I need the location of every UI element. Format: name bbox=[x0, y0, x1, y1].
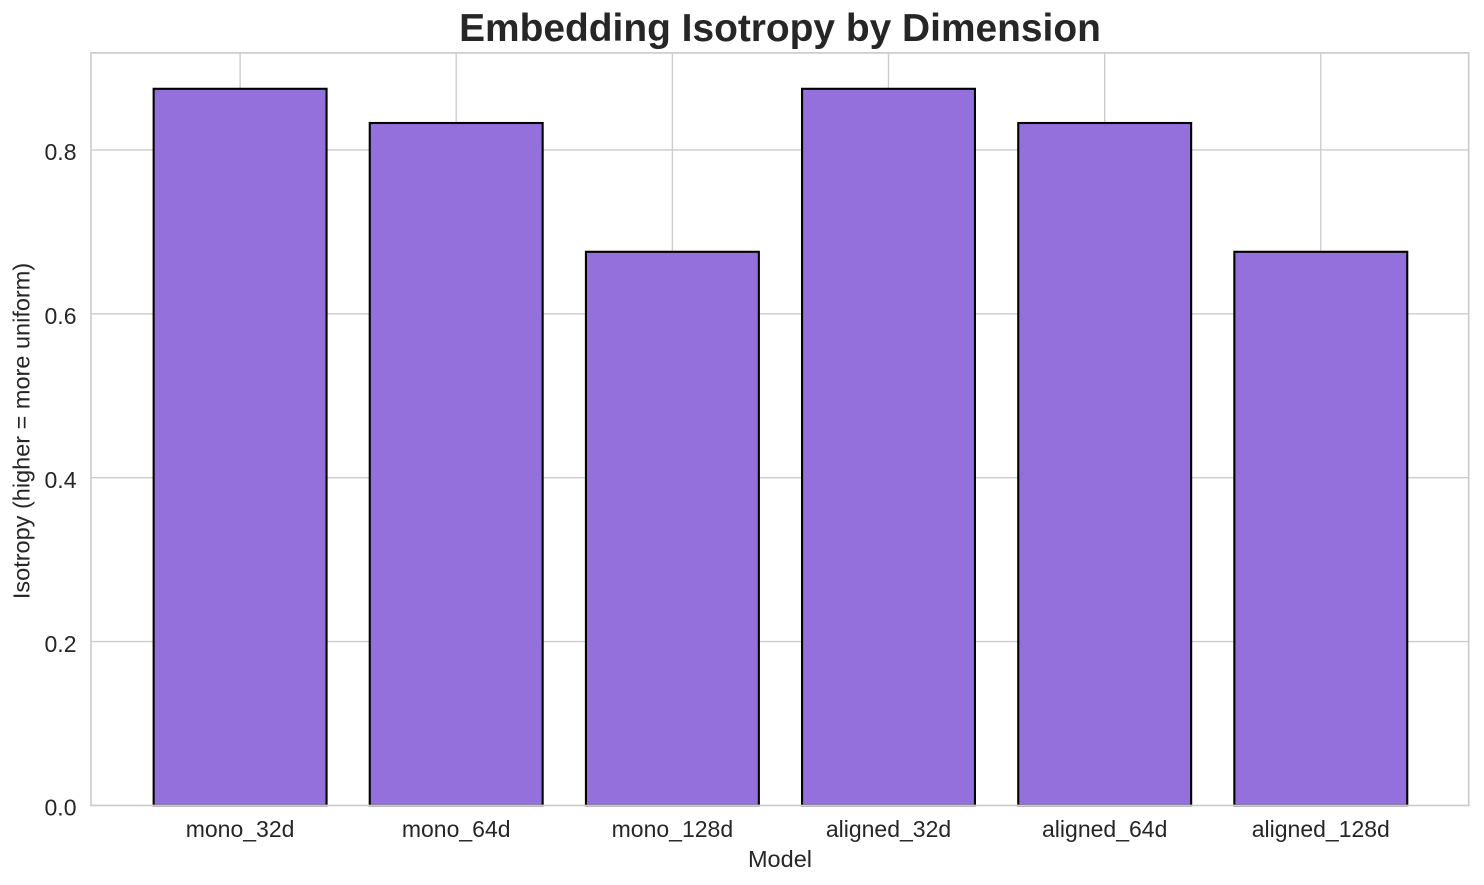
svg-text:0.2: 0.2 bbox=[45, 631, 77, 657]
svg-text:aligned_64d: aligned_64d bbox=[1042, 816, 1167, 842]
svg-text:0.6: 0.6 bbox=[45, 303, 77, 329]
svg-text:Embedding Isotropy by Dimensio: Embedding Isotropy by Dimension bbox=[459, 7, 1101, 50]
svg-text:mono_64d: mono_64d bbox=[402, 816, 511, 842]
svg-text:0.0: 0.0 bbox=[45, 795, 77, 821]
svg-text:aligned_32d: aligned_32d bbox=[826, 816, 951, 842]
svg-text:Isotropy (higher = more unifor: Isotropy (higher = more uniform) bbox=[9, 263, 35, 599]
svg-text:mono_128d: mono_128d bbox=[612, 816, 734, 842]
svg-text:0.8: 0.8 bbox=[45, 139, 77, 165]
svg-text:mono_32d: mono_32d bbox=[186, 816, 295, 842]
svg-text:Model: Model bbox=[748, 846, 812, 872]
svg-text:aligned_128d: aligned_128d bbox=[1252, 816, 1390, 842]
svg-text:0.4: 0.4 bbox=[45, 467, 77, 493]
